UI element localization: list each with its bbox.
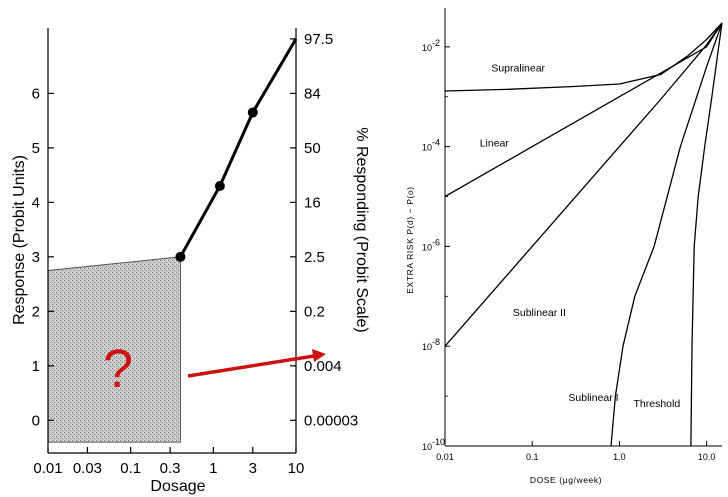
- r-x-tick-label: 0.01: [436, 452, 454, 462]
- y2-tick-label: 2.5: [304, 249, 325, 266]
- data-point: [247, 107, 258, 118]
- y2-tick-label: 84: [304, 85, 321, 102]
- curve-label-sublinear-ii: Sublinear II: [513, 307, 566, 319]
- y2-tick-label: 97.5: [304, 31, 333, 48]
- response-line: [179, 38, 298, 258]
- y-tick-label: 4: [32, 194, 40, 211]
- risk-curves: [444, 22, 723, 447]
- y-tick-label: 6: [32, 85, 40, 102]
- r-y-tick-label: 10: [422, 143, 432, 153]
- y-axis-label: Response (Probit Units): [11, 155, 28, 325]
- red-arrow: [187, 354, 315, 378]
- r-y-tick-label: 10: [422, 442, 432, 452]
- response-series: [175, 38, 298, 262]
- red-arrow-head: [312, 349, 326, 362]
- y-tick-label: 3: [32, 249, 40, 266]
- y-tick-label: 2: [32, 303, 40, 320]
- y2-axis-label: % Responding (Probit Scale): [353, 127, 370, 332]
- y2-tick-label: 0.2: [304, 303, 325, 320]
- curve-sublinear-ii: [444, 22, 723, 347]
- r-y-axis-label: EXTRA RISK P(d) − P(o): [405, 186, 415, 293]
- curve-linear: [444, 22, 723, 198]
- y2-tick-label: 50: [304, 140, 321, 157]
- curve-sublinear-i: [610, 22, 723, 447]
- y2-tick-label: 0.00003: [304, 412, 358, 429]
- y-tick-label: 1: [32, 358, 40, 375]
- curve-supralinear: [444, 22, 723, 92]
- curve-label-supralinear: Supralinear: [491, 63, 545, 75]
- y2-tick-label: 16: [304, 194, 321, 211]
- probit-chart: 0 1 2 3 4 5 6 0.00003 0.004 0.2 2.5 16 50 84 97.5 0.0…: [11, 28, 370, 495]
- x-tick-label: 3: [249, 460, 257, 477]
- curve-labels: Supralinear Linear Sublinear II Sublinear I…: [480, 63, 681, 411]
- left-y-ticks: 0 1 2 3 4 5 6: [32, 85, 54, 429]
- right-y-ticks: 0.00003 0.004 0.2 2.5 16 50 84 97.5: [290, 31, 358, 429]
- x-tick-label: 0.1: [120, 460, 141, 477]
- y2-tick-label: 0.004: [304, 358, 342, 375]
- x-tick-label: 10: [288, 460, 305, 477]
- r-x-ticks: 0.01 0.1 1.0 10.0: [436, 441, 715, 462]
- curve-threshold: [690, 22, 723, 447]
- question-mark-annotation: ?: [103, 339, 133, 399]
- x-tick-label: 0.3: [160, 460, 181, 477]
- r-y-tick-exponent: -4: [432, 138, 440, 148]
- data-point: [214, 181, 225, 192]
- curve-label-linear: Linear: [480, 138, 510, 150]
- r-y-tick-label: 10: [422, 242, 432, 252]
- r-y-tick-label: 10: [422, 43, 432, 53]
- y-tick-label: 0: [32, 412, 40, 429]
- x-axis-label: Dosage: [150, 478, 205, 495]
- data-point: [175, 251, 186, 262]
- r-y-tick-exponent: -8: [432, 337, 440, 347]
- r-x-axis-label: DOSE (µg/week): [530, 475, 602, 485]
- x-tick-label: 0.03: [73, 460, 102, 477]
- y-tick-label: 5: [32, 140, 40, 157]
- r-x-tick-label: 1.0: [613, 452, 626, 462]
- r-y-tick-exponent: -6: [432, 237, 440, 247]
- r-y-tick-exponent: -10: [432, 437, 445, 447]
- r-x-tick-label: 0.1: [526, 452, 539, 462]
- curve-label-sublinear-i: Sublinear I: [568, 392, 618, 404]
- r-y-tick-exponent: -2: [432, 38, 440, 48]
- curve-label-threshold: Threshold: [634, 398, 681, 410]
- x-tick-label: 0.01: [33, 460, 62, 477]
- r-x-tick-label: 10.0: [698, 452, 716, 462]
- x-tick-label: 1: [209, 460, 217, 477]
- r-y-tick-label: 10: [422, 342, 432, 352]
- x-ticks: 0.01 0.03 0.1 0.3 1 3 10: [33, 447, 304, 477]
